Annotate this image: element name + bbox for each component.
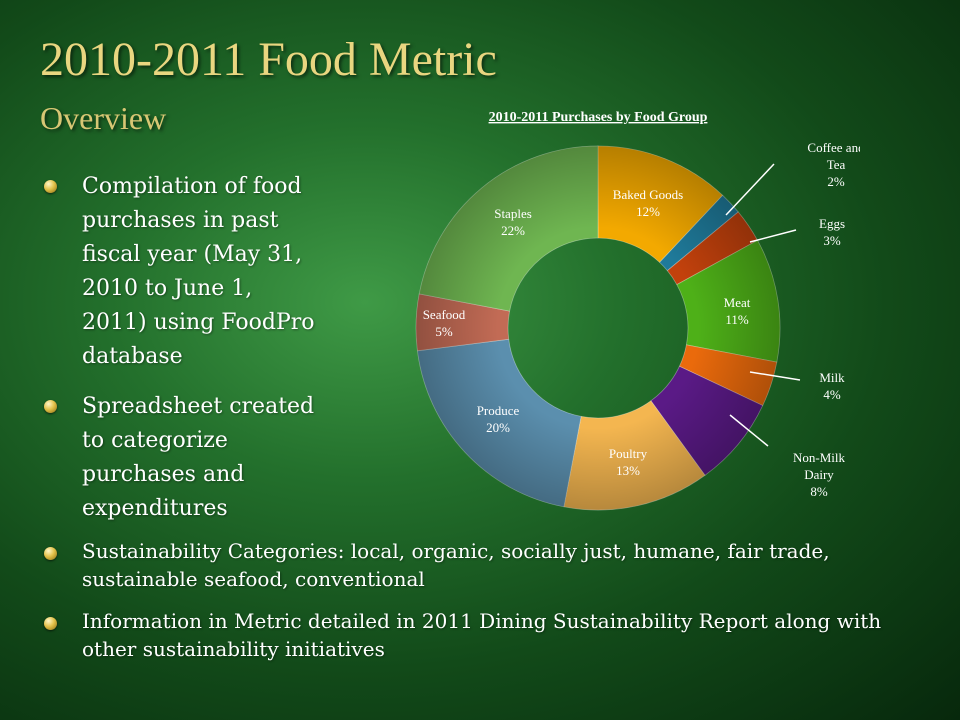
bullet-icon bbox=[44, 547, 57, 560]
bullet-item: Sustainability Categories: local, organi… bbox=[44, 537, 842, 593]
slide-title: 2010-2011 Food Metric bbox=[40, 33, 497, 86]
bullet-item: Information in Metric detailed in 2011 D… bbox=[44, 607, 882, 663]
donut-chart: 2010-2011 Purchases by Food Group Baked … bbox=[415, 110, 860, 511]
slide-subtitle: Overview bbox=[40, 100, 167, 136]
data-label-seafood: Seafood 5% bbox=[423, 307, 466, 339]
bullet-item: Spreadsheet created to categorize purcha… bbox=[44, 390, 322, 526]
bullet-icon bbox=[44, 180, 57, 193]
chart-leader-lines bbox=[725, 163, 801, 447]
data-label-staples: Staples 22% bbox=[494, 206, 532, 238]
bullet-item: Compilation of food purchases in past fi… bbox=[44, 170, 322, 374]
chart-slices bbox=[415, 145, 781, 511]
bullet-icon bbox=[44, 400, 57, 413]
data-label-produce: Produce 20% bbox=[477, 403, 520, 435]
bullet-text: Sustainability Categories: local, organi… bbox=[82, 539, 830, 591]
bullet-icon bbox=[44, 617, 57, 630]
leader-line-coffee-and-tea bbox=[725, 163, 775, 216]
data-label-eggs: Eggs 3% bbox=[819, 216, 845, 248]
data-label-meat: Meat 11% bbox=[724, 295, 751, 327]
data-label-poultry: Poultry 13% bbox=[609, 446, 648, 478]
bullet-text: Compilation of food purchases in past fi… bbox=[82, 174, 315, 369]
leader-line-milk bbox=[749, 371, 801, 381]
bullet-text: Spreadsheet created to categorize purcha… bbox=[82, 394, 315, 521]
chart-title: 2010-2011 Purchases by Food Group bbox=[489, 110, 708, 125]
chart-labels: Baked Goods 12% Coffee and Tea 2% Eggs 3% Meat 1… bbox=[423, 140, 860, 499]
data-label-non-milk-dairy: Non-Milk Dairy 8% bbox=[793, 450, 846, 499]
data-label-baked-goods: Baked Goods 12% bbox=[613, 187, 683, 219]
bullet-text: Information in Metric detailed in 2011 D… bbox=[82, 609, 882, 661]
data-label-coffee-and-tea: Coffee and Tea 2% bbox=[807, 140, 860, 189]
data-label-milk: Milk 4% bbox=[819, 370, 845, 402]
leader-line-eggs bbox=[749, 229, 797, 243]
leader-line-non-milk-dairy bbox=[729, 414, 769, 447]
